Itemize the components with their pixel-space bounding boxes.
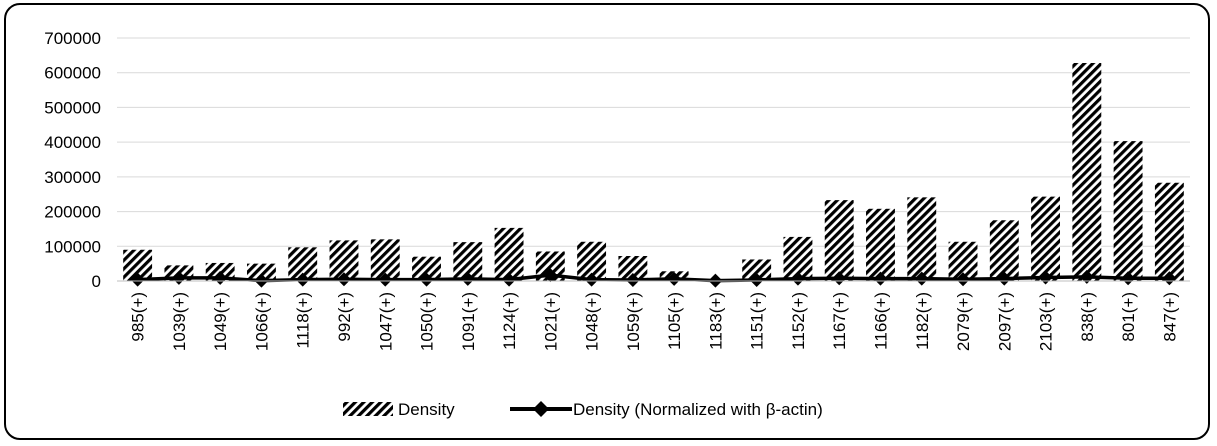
data-point-marker [419,272,434,287]
bar [742,259,772,281]
data-point-marker [749,272,764,287]
data-point-marker [584,272,599,287]
x-tick-label: 1091(+) [459,292,478,351]
x-tick-label: 1059(+) [624,292,643,351]
bar-series-density [123,62,1184,281]
bar [907,197,937,281]
x-tick-label: 1048(+) [583,292,602,351]
x-tick-label: 1021(+) [541,292,560,351]
bar [494,227,524,281]
data-point-marker [1079,269,1094,284]
y-tick-label: 700000 [44,29,101,48]
legend-label-density: Density [398,400,455,419]
data-point-marker [502,272,517,287]
data-point-marker [873,271,888,286]
x-tick-label: 1182(+) [913,292,932,350]
data-point-marker [667,271,682,286]
x-tick-label: 985(+) [129,292,148,342]
x-tick-label: 1049(+) [211,292,230,351]
y-tick-label: 200000 [44,203,101,222]
y-tick-label: 400000 [44,133,101,152]
x-tick-label: 1183(+) [706,292,725,350]
x-tick-label: 992(+) [335,292,354,342]
y-tick-label: 0 [92,272,101,291]
legend-item-density: Density [343,400,455,419]
x-tick-label: 1039(+) [170,292,189,351]
data-point-marker [625,272,640,287]
bar [1113,141,1143,281]
bar [824,200,854,281]
x-tick-label: 2097(+) [995,292,1014,351]
data-point-marker [956,272,971,287]
x-tick-label: 847(+) [1160,292,1179,342]
data-point-marker [543,268,558,283]
data-point-marker [914,271,929,286]
bar [1031,196,1061,281]
x-axis: 985(+) 1039(+) 1049(+) 1066(+) 1118(+) 992(+)… [117,280,1190,351]
data-point-marker [460,271,475,286]
data-point-marker [1121,271,1136,286]
y-tick-label: 500000 [44,98,101,117]
data-point-marker [790,271,805,286]
y-tick-label: 100000 [44,237,101,256]
x-tick-label: 1166(+) [871,292,890,350]
line-series-normalized [130,268,1177,288]
x-tick-label: 801(+) [1119,292,1138,342]
y-tick-label: 600000 [44,64,101,83]
x-tick-label: 1047(+) [376,292,395,351]
legend-label-normalized: Density (Normalized with β-actin) [573,400,823,419]
legend-marker-normalized [533,401,549,417]
gridlines [117,37,1190,247]
x-tick-label: 1105(+) [665,292,684,350]
legend: Density Density (Normalized with β-actin) [343,400,823,419]
data-point-marker [1162,271,1177,286]
data-point-marker [997,271,1012,286]
bar [989,220,1019,281]
x-tick-label: 1118(+) [294,292,313,349]
legend-swatch-density [343,402,393,416]
data-point-marker [378,272,393,287]
data-point-marker [130,272,145,287]
y-tick-label: 300000 [44,168,101,187]
x-tick-label: 2103(+) [1037,292,1056,351]
data-point-marker [295,272,310,287]
y-axis: 0 100000 200000 300000 400000 500000 600000 700… [44,29,101,291]
bar [246,263,276,281]
x-tick-label: 2079(+) [954,292,973,351]
x-tick-label: 838(+) [1078,292,1097,342]
x-tick-label: 1066(+) [252,292,271,351]
x-tick-label: 1124(+) [500,292,519,350]
x-tick-label: 1151(+) [748,292,767,350]
data-point-marker [832,271,847,286]
legend-item-normalized: Density (Normalized with β-actin) [510,400,823,419]
x-tick-label: 1152(+) [789,292,808,350]
data-point-marker [336,272,351,287]
bar [1072,62,1102,281]
x-tick-label: 1167(+) [830,292,849,350]
x-tick-label: 1050(+) [418,292,437,351]
bar [866,208,895,281]
bar [1154,182,1184,281]
